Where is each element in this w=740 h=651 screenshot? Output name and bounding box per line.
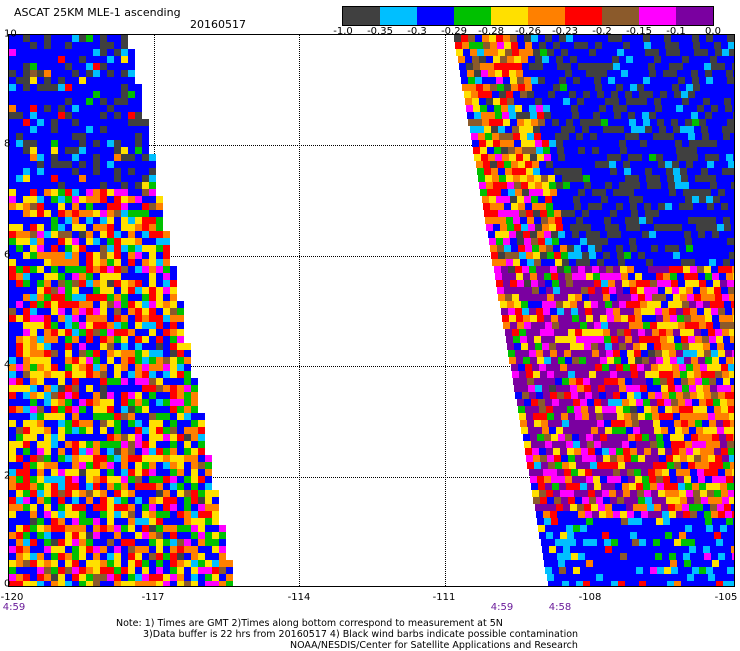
colorbar-swatch	[639, 7, 676, 25]
swath-time-3: 4:58	[548, 602, 572, 613]
meridian-114	[299, 35, 300, 586]
colorbar-swatch	[565, 7, 602, 25]
colorbar-tick-label: -1.0	[333, 26, 353, 37]
product-date: 20160517	[190, 18, 246, 31]
lon-label-114: -114	[287, 592, 311, 603]
colorbar-tick-label: -0.3	[407, 26, 427, 37]
lon-label-117: -117	[141, 592, 165, 603]
lat-label-10: 10	[4, 28, 17, 40]
colorbar-tick-label: 0.0	[705, 26, 721, 37]
lon-label-105: -105	[714, 592, 738, 603]
parallel-8	[9, 145, 734, 146]
colorbar-swatch	[602, 7, 639, 25]
parallel-2	[9, 477, 734, 478]
colorbar-tick-label: -0.23	[552, 26, 578, 37]
parallel-6	[9, 256, 734, 257]
colorbar-swatch	[454, 7, 491, 25]
swath-east	[454, 35, 734, 586]
colorbar-tick-label: -0.26	[515, 26, 541, 37]
lat-label-4: 4	[4, 359, 11, 371]
colorbar-swatch	[380, 7, 417, 25]
swath-time-2: 4:59	[490, 602, 514, 613]
colorbar-swatch	[491, 7, 528, 25]
lon-label-111: -111	[432, 592, 456, 603]
colorbar-swatch	[676, 7, 713, 25]
colorbar-swatch	[528, 7, 565, 25]
lon-label-108: -108	[578, 592, 602, 603]
map-area	[8, 34, 735, 587]
note-line-2: 3)Data buffer is 22 hrs from 20160517 4)…	[143, 629, 579, 640]
lat-label-8: 8	[4, 138, 11, 150]
colorbar-tick-label: -0.29	[441, 26, 467, 37]
colorbar-tick-label: -0.35	[367, 26, 393, 37]
parallel-4	[9, 366, 734, 367]
lat-label-2: 2	[4, 470, 11, 482]
product-title: ASCAT 25KM MLE-1 ascending	[14, 6, 181, 19]
colorbar-tick-label: -0.15	[626, 26, 652, 37]
colorbar	[342, 6, 714, 26]
colorbar-tick-label: -0.28	[478, 26, 504, 37]
colorbar-swatch	[417, 7, 454, 25]
note-line-1: Note: 1) Times are GMT 2)Times along bot…	[116, 618, 503, 629]
colorbar-tick-label: -0.1	[666, 26, 686, 37]
lat-label-0: 0	[4, 578, 11, 590]
colorbar-swatch	[343, 7, 380, 25]
lat-label-6: 6	[4, 249, 11, 261]
colorbar-tick-label: -0.2	[592, 26, 612, 37]
lon-label-120: -120	[0, 592, 24, 603]
swath-west	[9, 35, 233, 586]
meridian-111	[445, 35, 446, 586]
note-line-3: NOAA/NESDIS/Center for Satellite Applica…	[290, 640, 578, 651]
swath-time-1: 4:59	[2, 602, 26, 613]
